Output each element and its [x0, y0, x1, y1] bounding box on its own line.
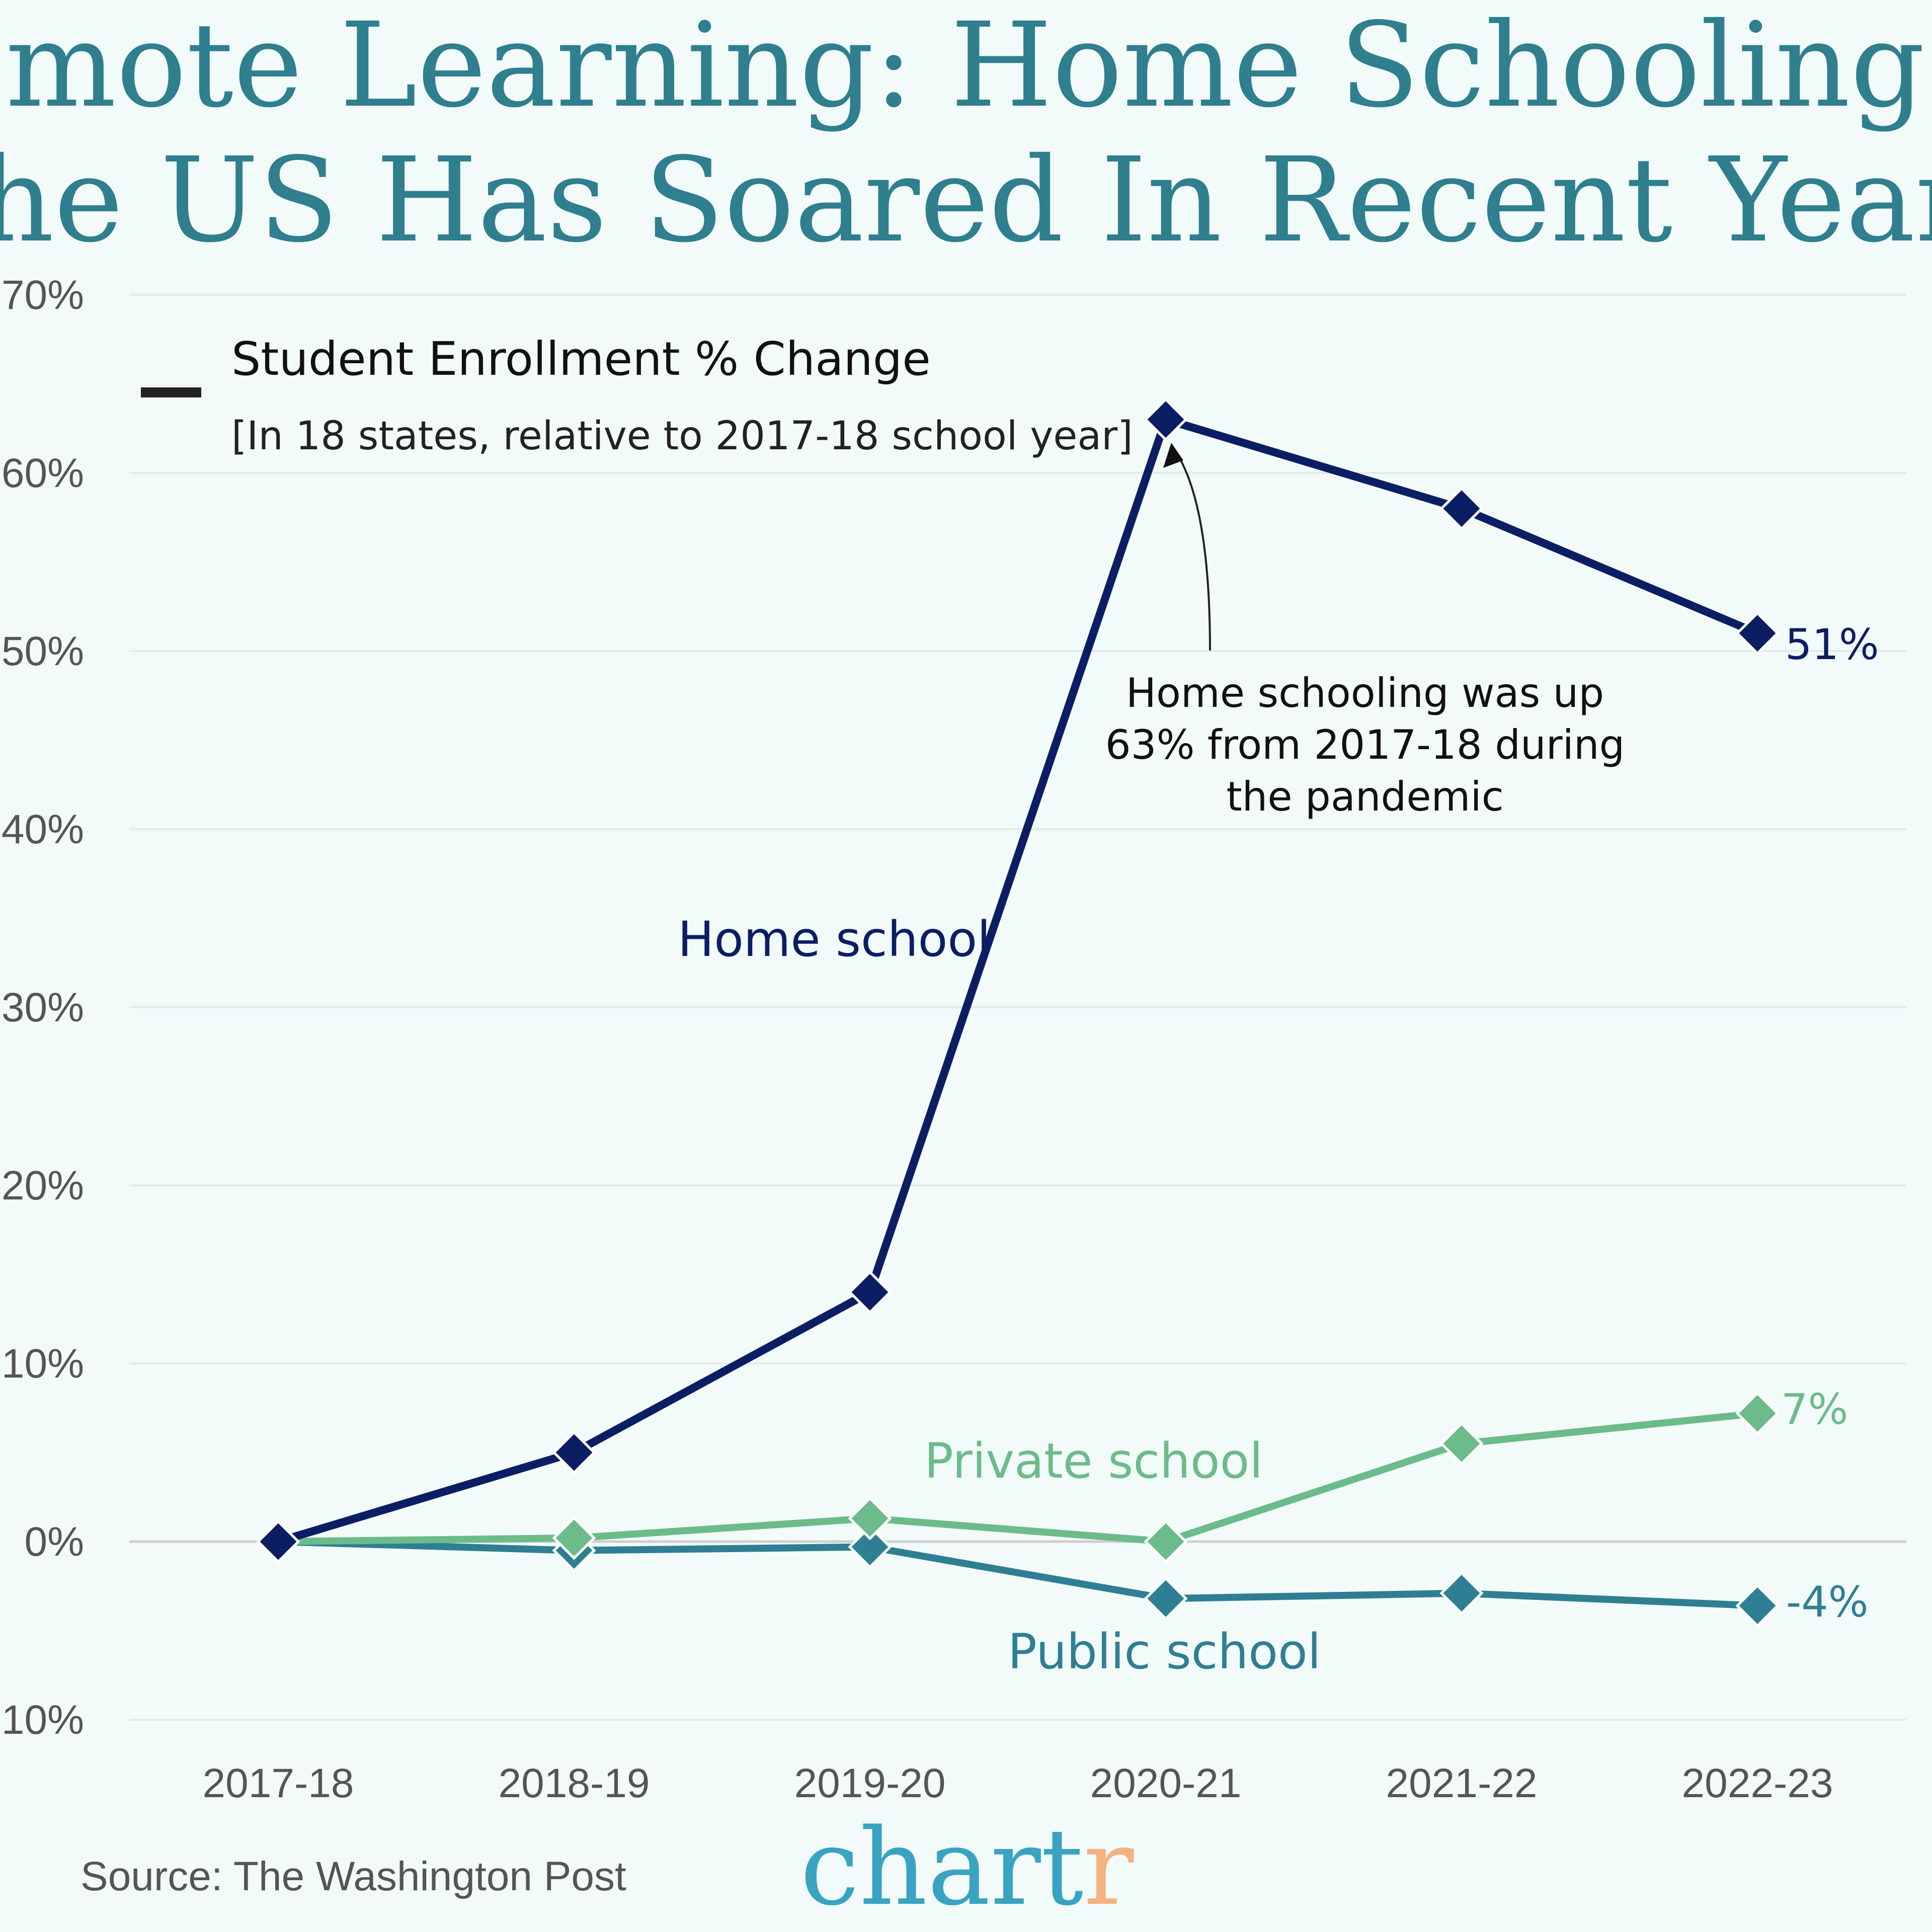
- series-label-home-school: Home school: [678, 911, 991, 968]
- x-axis-ticks: 2017-18 2018-19 2019-20 2020-21 2021-22 2022-…: [203, 1760, 1833, 1806]
- legend-subtitle: [In 18 states, relative to 2017-18 schoo…: [231, 414, 1133, 459]
- data-point-marker: [848, 1525, 892, 1569]
- x-tick-label: 2019-20: [794, 1760, 946, 1806]
- x-tick-label: 2022-23: [1682, 1760, 1833, 1806]
- chart-title-line-1: Remote Learning: Home Schooling In: [0, 0, 1932, 133]
- y-tick-label: 30%: [2, 985, 84, 1030]
- y-axis-ticks: -10% 0% 10% 20% 30% 40% 50% 60% 70%: [0, 272, 84, 1743]
- y-tick-label: 10%: [2, 1341, 84, 1387]
- end-label-home-school: 51%: [1785, 620, 1879, 669]
- y-tick-label: 60%: [2, 450, 84, 496]
- legend-title: Student Enrollment % Change: [231, 332, 931, 386]
- series-line-public-school: [278, 1538, 1758, 1609]
- end-label-public-school: -4%: [1786, 1577, 1869, 1627]
- y-tick-label: 40%: [2, 807, 84, 852]
- source-text: Source: The Washington Post: [80, 1854, 626, 1899]
- annotation-line-3: the pandemic: [1226, 773, 1503, 820]
- y-tick-label: 0%: [24, 1519, 84, 1565]
- y-tick-label: 70%: [2, 272, 84, 318]
- legend-swatch: [141, 387, 201, 397]
- series-lines: [256, 397, 1780, 1628]
- series-line-home-school: [277, 415, 1759, 1546]
- data-point-marker: [848, 1496, 892, 1541]
- chart-title-line-2: The US Has Soared In Recent Years: [0, 132, 1932, 268]
- data-point-marker: [1735, 1391, 1780, 1435]
- chartr-logo: chartr: [800, 1806, 1134, 1929]
- data-point-marker: [1439, 1421, 1484, 1466]
- annotation-line-1: Home schooling was up: [1126, 670, 1604, 716]
- x-tick-label: 2020-21: [1090, 1760, 1242, 1806]
- annotation-arrow: [1174, 449, 1211, 651]
- x-tick-label: 2017-18: [203, 1760, 354, 1806]
- data-point-marker: [552, 1430, 596, 1475]
- y-tick-label: 50%: [2, 628, 84, 674]
- annotation-arrowhead: [1163, 443, 1183, 468]
- data-point-marker: [1144, 1576, 1188, 1621]
- y-tick-label: -10%: [0, 1697, 84, 1743]
- data-point-marker: [552, 1516, 596, 1560]
- data-point-marker: [1735, 611, 1780, 656]
- series-label-public-school: Public school: [1008, 1624, 1321, 1680]
- data-point-marker: [848, 1270, 892, 1314]
- data-point-marker: [1735, 1583, 1780, 1628]
- y-tick-label: 20%: [2, 1163, 84, 1209]
- logo-accent: r: [1083, 1806, 1134, 1929]
- annotation-line-2: 63% from 2017-18 during: [1105, 721, 1625, 768]
- data-point-marker: [1144, 1519, 1188, 1564]
- data-point-marker: [256, 1519, 300, 1564]
- data-point-marker: [1439, 1571, 1484, 1616]
- x-tick-label: 2018-19: [499, 1760, 650, 1806]
- data-point-marker: [1144, 397, 1188, 442]
- x-tick-label: 2021-22: [1386, 1760, 1538, 1806]
- data-point-marker: [1439, 487, 1484, 531]
- series-line-private-school: [278, 1410, 1758, 1545]
- logo-main: chart: [800, 1806, 1083, 1929]
- end-label-private-school: 7%: [1781, 1385, 1848, 1434]
- series-label-private-school: Private school: [924, 1433, 1263, 1489]
